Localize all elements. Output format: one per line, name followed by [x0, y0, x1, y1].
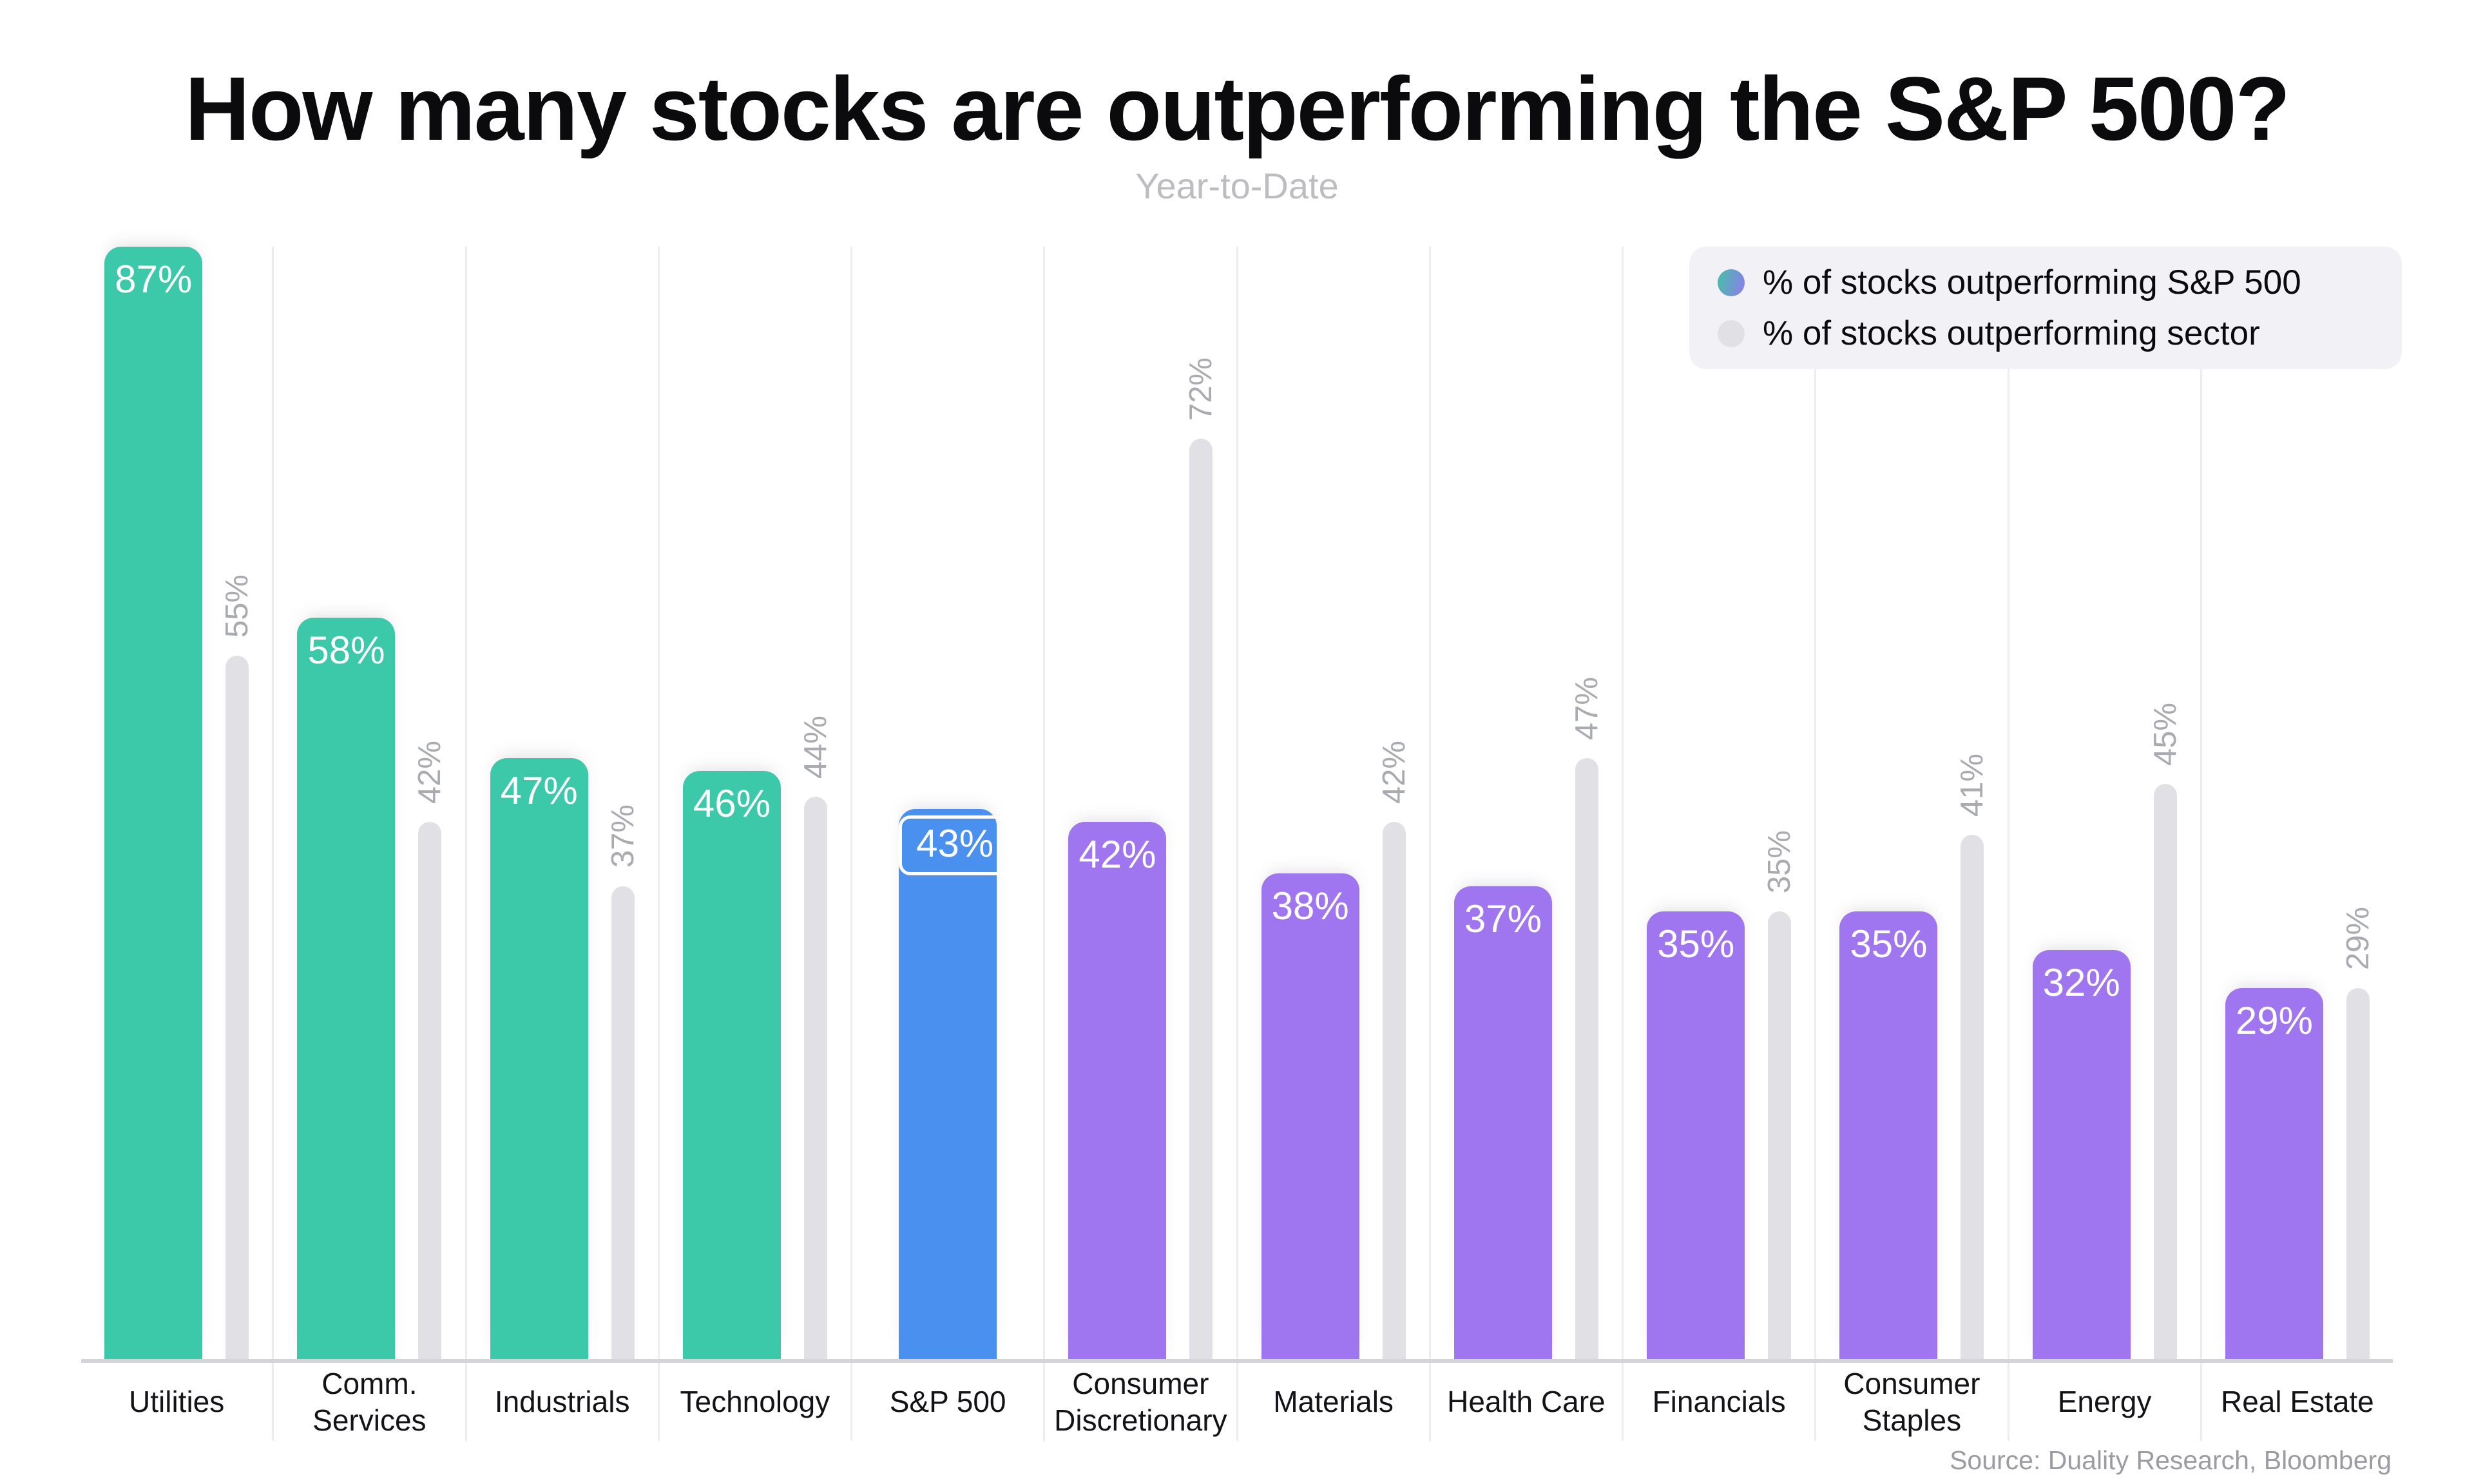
- plot-area: 87% 55% Utilities 58% 42% Comm. Services…: [81, 247, 2393, 1441]
- bar-zone: 46% 44%: [660, 247, 850, 1359]
- x-axis-label: S&P 500: [889, 1385, 1006, 1419]
- source-note: Source: Duality Research, Bloomberg: [1950, 1445, 2392, 1475]
- bar-group: 87% 55% Utilities: [81, 247, 272, 1441]
- bar-value-label: 29%: [2235, 999, 2313, 1043]
- bar-group: 37% 47% Health Care: [1428, 247, 1622, 1441]
- bar-group: 38% 42% Materials: [1236, 247, 1429, 1441]
- main-bar: 58%: [297, 617, 396, 1359]
- bar-zone: 29% 29%: [2202, 247, 2393, 1359]
- bar-value-label: 47%: [500, 769, 578, 812]
- sector-value-label: 37%: [605, 804, 640, 868]
- sector-bar: 55%: [220, 575, 254, 1359]
- bar-group: 29% 29% Real Estate: [2200, 247, 2393, 1441]
- bar-value-label: 35%: [1850, 922, 1928, 966]
- sector-value-label: 41%: [1955, 754, 1990, 817]
- x-axis-label: Consumer Staples: [1843, 1367, 1980, 1437]
- x-axis-label: Utilities: [129, 1385, 225, 1419]
- x-axis-label: Financials: [1652, 1385, 1786, 1419]
- bar-zone: 35% 41%: [1816, 247, 2007, 1359]
- x-axis-label: Energy: [2057, 1385, 2152, 1419]
- sector-bar: 72%: [1184, 357, 1218, 1359]
- sector-value-label: 72%: [1184, 357, 1219, 421]
- main-bar: 35%: [1839, 911, 1938, 1359]
- bar-zone: 35% 35%: [1624, 247, 1814, 1359]
- sector-bar: 47%: [1569, 677, 1604, 1359]
- bar-columns: 87% 55% Utilities 58% 42% Comm. Services…: [81, 247, 2393, 1441]
- sector-value-label: 42%: [412, 741, 448, 804]
- bar-group: 42% 72% Consumer Discretionary: [1043, 247, 1236, 1441]
- main-bar: 35%: [1647, 911, 1745, 1359]
- x-axis-label: Industrials: [494, 1385, 630, 1419]
- bar-zone: 42% 72%: [1045, 247, 1236, 1359]
- main-bar: 43%: [899, 809, 1012, 1359]
- bar-zone: 47% 37%: [467, 247, 658, 1359]
- bar-value-label: 38%: [1271, 884, 1349, 928]
- main-bar: 38%: [1261, 873, 1359, 1359]
- bar-value-label: 58%: [307, 628, 385, 672]
- bar-value-label: 42%: [1079, 833, 1156, 877]
- sector-bar: 44%: [798, 716, 833, 1359]
- legend-item-sector: % of stocks outperforming sector: [1718, 314, 2402, 353]
- main-bar: 47%: [490, 758, 588, 1359]
- main-bar: 42%: [1068, 822, 1167, 1359]
- main-bar: 32%: [2032, 949, 2131, 1359]
- bar-group: 35% 35% Financials: [1622, 247, 1814, 1441]
- x-axis-label: Materials: [1273, 1385, 1394, 1419]
- bar-zone: 43%: [852, 247, 1043, 1359]
- bar-value-label: 32%: [2042, 960, 2120, 1004]
- sector-bar: 42%: [412, 741, 447, 1359]
- bar-value-label: 43%: [899, 815, 1012, 876]
- bar-zone: 32% 45%: [2009, 247, 2200, 1359]
- sector-bar: 37%: [606, 804, 640, 1359]
- bar-value-label: 35%: [1657, 922, 1735, 966]
- legend-gradient-dot-icon: [1718, 269, 1745, 296]
- sector-value-label: 47%: [1569, 676, 1604, 740]
- x-axis-label: Real Estate: [2220, 1385, 2374, 1419]
- sector-value-label: 55%: [220, 575, 255, 638]
- main-bar: 29%: [2225, 988, 2323, 1359]
- bar-group: 47% 37% Industrials: [465, 247, 658, 1441]
- sector-value-label: 29%: [2340, 907, 2375, 971]
- x-axis-label: Comm. Services: [312, 1367, 427, 1437]
- bar-value-label: 87%: [115, 258, 193, 301]
- sector-bar: 42%: [1377, 741, 1412, 1359]
- sector-value-label: 44%: [798, 715, 833, 779]
- bar-zone: 37% 47%: [1431, 247, 1622, 1359]
- bar-group: 58% 42% Comm. Services: [272, 247, 465, 1441]
- legend-item-sp500: % of stocks outperforming S&P 500: [1718, 263, 2402, 302]
- x-axis-label: Consumer Discretionary: [1054, 1367, 1227, 1437]
- bar-group: 43% S&P 500: [850, 247, 1043, 1441]
- sector-bar: 29%: [2341, 907, 2375, 1359]
- sector-value-label: 42%: [1376, 741, 1412, 804]
- sector-value-label: 35%: [1762, 830, 1798, 894]
- chart-subtitle: Year-to-Date: [1135, 166, 1339, 206]
- bar-group: 46% 44% Technology: [657, 247, 850, 1441]
- bar-zone: 58% 42%: [274, 247, 465, 1359]
- bar-group: 35% 41% Consumer Staples: [1814, 247, 2007, 1441]
- sector-bar: 35%: [1762, 830, 1797, 1359]
- bar-group: 32% 45% Energy: [2007, 247, 2200, 1441]
- x-axis-label: Health Care: [1447, 1385, 1606, 1419]
- bar-value-label: 37%: [1464, 897, 1542, 940]
- sector-value-label: 45%: [2147, 702, 2183, 766]
- main-bar: 46%: [682, 770, 781, 1359]
- x-axis-line: [81, 1359, 2393, 1363]
- legend-gray-dot-icon: [1718, 319, 1745, 347]
- x-axis-label: Technology: [680, 1385, 830, 1419]
- chart-title: How many stocks are outperforming the S&…: [184, 58, 2290, 159]
- legend-label-sector: % of stocks outperforming sector: [1763, 314, 2260, 352]
- legend: % of stocks outperforming S&P 500 % of s…: [1689, 247, 2402, 369]
- bar-zone: 87% 55%: [81, 247, 272, 1359]
- legend-label-sp500: % of stocks outperforming S&P 500: [1763, 263, 2301, 301]
- sector-bar: 41%: [1955, 754, 1990, 1359]
- main-bar: 87%: [104, 247, 203, 1359]
- bar-value-label: 46%: [693, 781, 771, 825]
- sector-bar: 45%: [2148, 703, 2183, 1359]
- bar-zone: 38% 42%: [1238, 247, 1429, 1359]
- main-bar: 37%: [1453, 886, 1552, 1359]
